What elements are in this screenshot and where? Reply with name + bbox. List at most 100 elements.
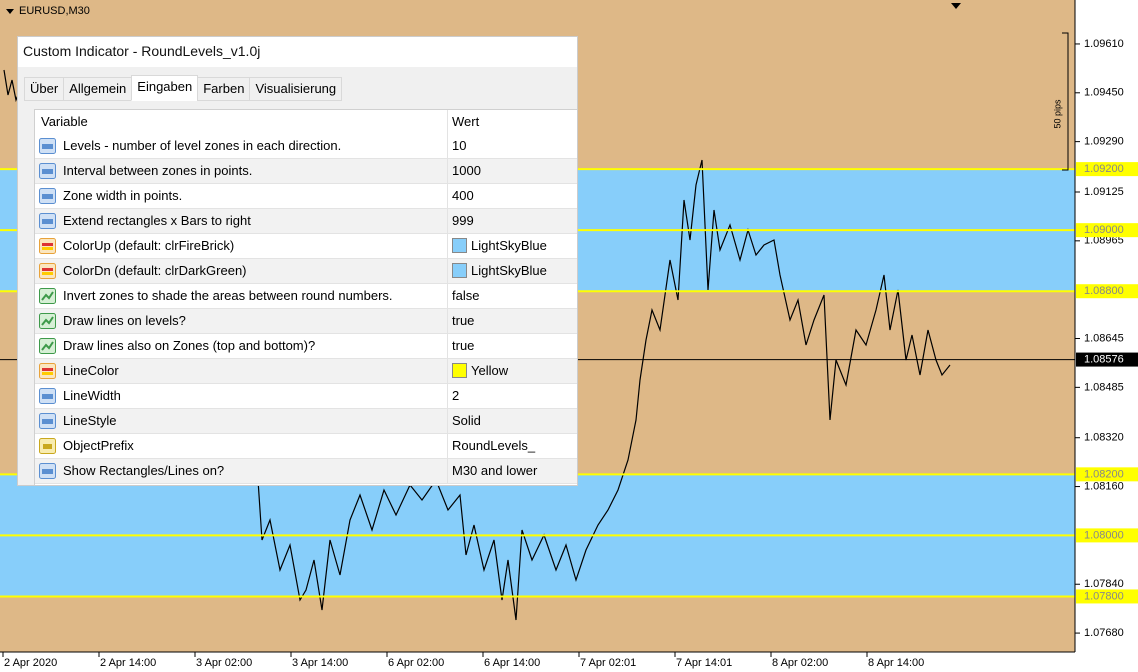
menu-arrow[interactable] — [6, 9, 14, 14]
icon-mark — [42, 469, 53, 474]
level-tag — [1076, 528, 1138, 543]
value-text: true — [452, 313, 475, 328]
time-label: 6 Apr 14:00 — [484, 657, 540, 669]
price-label: 1.09290 — [1084, 136, 1124, 148]
variable-cell: ColorDn (default: clrDarkGreen) — [63, 263, 247, 278]
type-icon — [39, 313, 56, 329]
time-axis-background — [0, 652, 1138, 672]
variable-cell: Zone width in points. — [63, 188, 183, 203]
table-row[interactable]: Extend rectangles x Bars to right 999 — [35, 209, 577, 234]
type-icon — [39, 138, 56, 154]
variable-cell: LineColor — [63, 363, 119, 378]
icon-mark — [42, 219, 53, 224]
value-cell: Yellow — [447, 359, 508, 383]
time-label: 7 Apr 14:01 — [676, 657, 732, 669]
header-cell: Variable — [41, 114, 88, 129]
value-cell: Solid — [447, 409, 481, 433]
time-label: 8 Apr 02:00 — [772, 657, 828, 669]
price-label: 1.08160 — [1084, 480, 1124, 492]
dialog-title: Custom Indicator - RoundLevels_v1.0j — [18, 37, 577, 67]
shift-marker — [951, 3, 961, 9]
header-cell: Wert — [447, 110, 479, 134]
type-icon — [39, 388, 56, 404]
value-text: 2 — [452, 388, 460, 403]
price-label: 1.09125 — [1084, 186, 1124, 198]
table-row[interactable]: Zone width in points. 400 — [35, 184, 577, 209]
table-row[interactable]: ColorUp (default: clrFireBrick) LightSkyB… — [35, 234, 577, 259]
variable-cell: Draw lines on levels? — [63, 313, 186, 328]
table-row[interactable]: Invert zones to shade the areas between … — [35, 284, 577, 309]
tab[interactable]: Farben — [197, 77, 251, 101]
type-icon — [39, 438, 56, 454]
time-label: 3 Apr 14:00 — [292, 657, 348, 669]
level-label: 1.09200 — [1084, 163, 1124, 175]
tab[interactable]: Allgemein — [63, 77, 133, 101]
variable-cell: Levels - number of level zones in each d… — [63, 138, 342, 153]
value-cell: M30 and lower — [447, 459, 537, 483]
price-label: 1.08320 — [1084, 432, 1124, 444]
icon-mark — [42, 243, 53, 246]
price-label: 1.07680 — [1084, 627, 1124, 639]
tab[interactable]: Über — [24, 77, 65, 101]
price-axis-background — [1075, 0, 1138, 672]
table-row[interactable]: ObjectPrefix RoundLevels_ — [35, 434, 577, 459]
price-label: 1.08485 — [1084, 381, 1124, 393]
type-icon — [39, 238, 56, 254]
color-swatch — [452, 263, 467, 278]
value-text: RoundLevels_ — [452, 438, 536, 453]
type-icon — [39, 213, 56, 229]
price-label: 1.09610 — [1084, 38, 1124, 50]
time-label: 8 Apr 14:00 — [868, 657, 924, 669]
current-price-label: 1.08576 — [1084, 353, 1124, 365]
icon-mark — [41, 341, 54, 351]
tab-strip: Über Allgemein Eingaben Farben Visualisierun… — [24, 75, 343, 101]
icon-mark — [42, 144, 53, 149]
dialog: Custom Indicator - RoundLevels_v1.0j Übe… — [17, 36, 578, 486]
variable-cell: Invert zones to shade the areas between … — [63, 288, 393, 303]
time-label: 3 Apr 02:00 — [196, 657, 252, 669]
table-row[interactable]: Levels - number of level zones in each d… — [35, 134, 577, 159]
table-row[interactable]: ColorDn (default: clrDarkGreen) LightSkyB… — [35, 259, 577, 284]
table-row[interactable]: Draw lines on levels? true — [35, 309, 577, 334]
level-label: 1.08800 — [1084, 285, 1124, 297]
tab[interactable]: Eingaben — [131, 75, 199, 101]
color-swatch — [452, 238, 467, 253]
icon-mark — [43, 444, 52, 449]
type-icon — [39, 338, 56, 354]
value-text: Solid — [452, 413, 481, 428]
value-cell: 10 — [447, 134, 466, 158]
variable-cell: Extend rectangles x Bars to right — [63, 213, 251, 228]
icon-mark — [42, 247, 53, 250]
table-row[interactable]: LineWidth 2 — [35, 384, 577, 409]
value-text: 1000 — [452, 163, 481, 178]
value-cell: true — [447, 309, 474, 333]
icon-mark — [42, 394, 53, 399]
variable-cell: LineStyle — [63, 413, 117, 428]
tab[interactable]: Visualisierung — [249, 77, 343, 101]
time-label: 7 Apr 02:01 — [580, 657, 636, 669]
variable-cell: Show Rectangles/Lines on? — [63, 463, 225, 478]
table-row[interactable]: Interval between zones in points. 1000 — [35, 159, 577, 184]
price-label: 1.08645 — [1084, 332, 1124, 344]
value-cell: false — [447, 284, 479, 308]
variable-cell: ColorUp (default: clrFireBrick) — [63, 238, 235, 253]
value-cell: RoundLevels_ — [447, 434, 535, 458]
table-row[interactable]: Draw lines also on Zones (top and bottom… — [35, 334, 577, 359]
time-label: 2 Apr 2020 — [4, 657, 57, 669]
ruler-label: 50 pips — [1052, 99, 1062, 129]
level-label: 1.08200 — [1084, 468, 1124, 480]
value-text: false — [452, 288, 480, 303]
icon-mark — [42, 169, 53, 174]
value-text: M30 and lower — [452, 463, 538, 478]
table-row[interactable]: Show Rectangles/Lines on? M30 and lower — [35, 459, 577, 484]
price-label: 1.09450 — [1084, 87, 1124, 99]
current-price-tag — [1076, 352, 1138, 367]
icon-mark — [41, 316, 54, 326]
type-icon — [39, 163, 56, 179]
level-tag — [1076, 467, 1138, 482]
icon-mark — [41, 291, 54, 301]
table-row[interactable]: LineColor Yellow — [35, 359, 577, 384]
value-cell: 999 — [447, 209, 474, 233]
table-row[interactable]: LineStyle Solid — [35, 409, 577, 434]
